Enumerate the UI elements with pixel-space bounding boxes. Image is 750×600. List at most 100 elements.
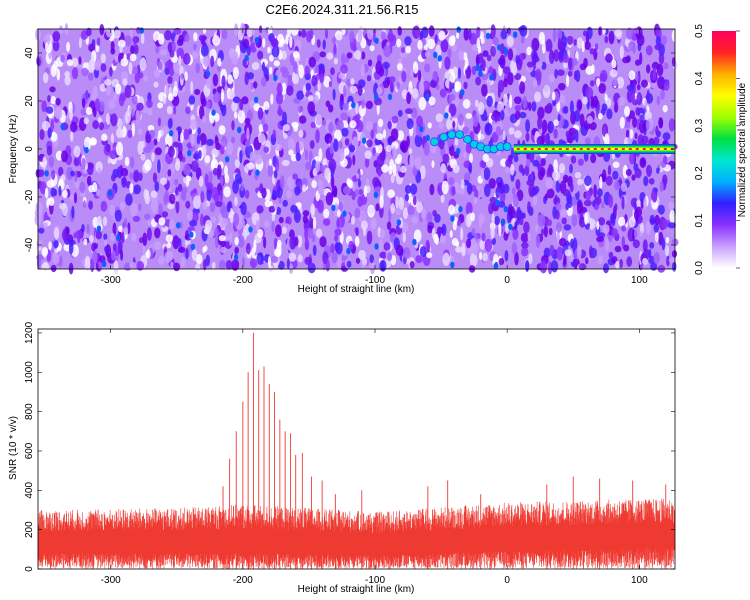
spectrogram-cell — [131, 66, 139, 75]
spectrogram-cell — [621, 225, 627, 232]
spectrogram-cell — [526, 46, 532, 56]
spectrogram-cell — [313, 216, 317, 230]
snr-x-axis: -300 -200 -100 0 100 — [101, 329, 648, 586]
spectrogram-cell — [475, 64, 480, 72]
spectrogram-cell — [559, 237, 567, 247]
spectrogram-cell — [52, 31, 61, 42]
colorbar: 0.0 0.1 0.2 0.3 0.4 0.5 Normalized spectral a… — [694, 24, 748, 275]
spectrogram-cell — [585, 257, 589, 265]
spectrogram-cell — [212, 35, 221, 47]
spectrogram-cell — [373, 82, 379, 97]
spectrogram-cell — [204, 155, 211, 164]
spectrogram-cell — [198, 149, 202, 160]
spectrogram-cell — [605, 237, 610, 252]
spectrogram-cell — [525, 132, 530, 142]
spectrogram-cell — [537, 116, 543, 130]
spectrogram-cell — [454, 138, 459, 146]
spectrogram-cell — [361, 137, 367, 144]
spectrogram-cell — [543, 225, 549, 238]
spectrogram-cell — [418, 97, 427, 111]
spectrogram-cell — [658, 52, 665, 65]
spectrogram-cell — [541, 119, 548, 134]
spectrogram-cell — [435, 113, 444, 123]
spectrogram-cell — [429, 183, 435, 196]
spectrogram-cell — [617, 97, 626, 106]
spectrogram-cell — [604, 35, 609, 44]
spectrogram-cell — [625, 27, 633, 40]
spectrogram-cell — [480, 36, 485, 45]
spectrogram-cell — [174, 161, 181, 171]
spectrogram-cell — [500, 218, 506, 225]
spectrogram-cell — [479, 160, 486, 168]
spectrogram-cell — [106, 113, 111, 125]
spectrogram-cell — [525, 119, 530, 133]
spectrogram-cell — [170, 261, 174, 269]
spectrogram-cell — [200, 190, 205, 203]
spectrogram-cell — [56, 68, 61, 81]
colorbar-tick-label: 0.2 — [694, 166, 705, 180]
spectrogram-cell — [385, 144, 392, 153]
spectrogram-cell — [180, 73, 184, 80]
spectrogram-cell — [129, 172, 134, 180]
spectrogram-cell — [541, 61, 547, 70]
spectrogram-cell — [185, 200, 191, 209]
spectrogram-cell — [575, 129, 579, 143]
spectrogram-cell — [500, 109, 505, 121]
spectrogram-cell — [434, 213, 441, 223]
spectrogram-cell — [484, 238, 493, 252]
spectrogram-cell — [310, 203, 316, 216]
spectrogram-cell — [220, 88, 225, 103]
spectrogram-cell — [395, 244, 404, 256]
spectrogram-cell — [74, 170, 78, 183]
spectrogram-cell — [350, 78, 355, 85]
spectrogram-cell — [305, 82, 312, 92]
spectrogram-cell — [304, 149, 308, 161]
spectrogram-cell — [42, 156, 47, 170]
spectrogram-cell — [299, 115, 307, 124]
colorbar-tick-label: 0.3 — [694, 118, 705, 132]
spectrogram-cell — [253, 96, 259, 104]
spectrogram-cell — [375, 143, 383, 154]
spectrogram-cell — [463, 160, 471, 169]
spectrogram-cell — [534, 91, 542, 103]
spectrogram-cell — [64, 71, 70, 78]
spectrogram-cell — [253, 239, 257, 253]
spectrogram-cell — [498, 257, 505, 266]
spectrogram-cell — [175, 199, 180, 214]
spectrogram-cell — [413, 229, 422, 243]
spectrogram-cell — [419, 125, 424, 133]
spectrogram-cell — [47, 127, 52, 139]
spectrogram-cell — [611, 59, 617, 69]
spectrogram-cell — [448, 35, 456, 47]
spectrogram-cell — [48, 156, 55, 168]
spectrogram-cell — [110, 232, 115, 242]
spectrogram-cell — [330, 67, 335, 76]
spectrogram-cell — [71, 67, 79, 80]
spectrogram-cell — [352, 154, 356, 166]
spectrogram-cell — [271, 45, 280, 58]
spectrogram-cell — [346, 52, 353, 59]
spectrogram-cell — [180, 256, 186, 268]
spectrogram-cell — [317, 79, 321, 92]
spectrogram-cell — [84, 136, 92, 151]
spectrogram-cell — [135, 109, 141, 124]
spectrogram-cell — [234, 159, 240, 168]
spectrogram-cell — [462, 126, 470, 135]
spectrogram-cell — [655, 125, 659, 136]
spectrogram-cell — [555, 202, 562, 211]
spectrogram-cell — [173, 62, 180, 74]
spectrogram-cell — [187, 150, 192, 157]
spectrogram-cell — [376, 86, 383, 95]
spectrogram-cell — [161, 211, 169, 218]
spectrogram-cell — [83, 117, 90, 125]
spectrogram-cell — [36, 256, 41, 269]
spectrogram-cell — [662, 218, 668, 230]
spectrogram-cell — [525, 261, 530, 272]
spectrogram-cell — [251, 61, 260, 71]
spectrogram-cell — [510, 60, 515, 73]
spectrogram-cell — [169, 193, 176, 205]
spectrogram-cell — [256, 205, 264, 214]
y-tick-label: 400 — [24, 482, 35, 499]
spectrogram-cell — [457, 219, 462, 227]
spectrogram-cell — [328, 158, 337, 173]
